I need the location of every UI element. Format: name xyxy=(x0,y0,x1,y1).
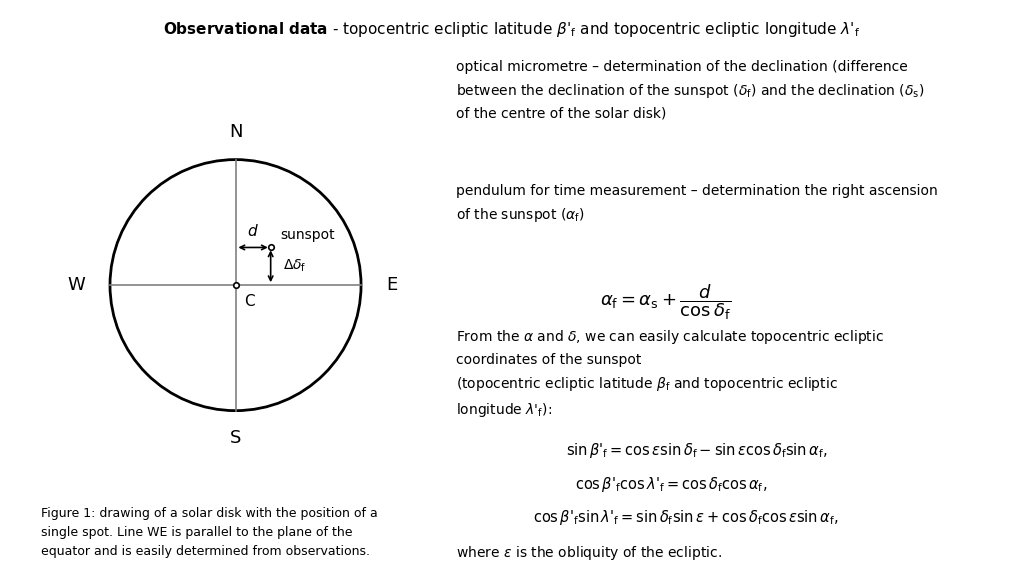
Text: Figure 1: drawing of a solar disk with the position of a
single spot. Line WE is: Figure 1: drawing of a solar disk with t… xyxy=(41,507,378,558)
Text: S: S xyxy=(229,430,242,448)
Text: $\Delta\delta_\mathrm{f}$: $\Delta\delta_\mathrm{f}$ xyxy=(284,258,307,275)
Text: $\sin\beta$'$_\mathrm{f} = \cos\varepsilon\sin\delta_\mathrm{f} - \sin\varepsilo: $\sin\beta$'$_\mathrm{f} = \cos\varepsil… xyxy=(565,441,827,460)
Text: $\alpha_\mathrm{f} = \alpha_\mathrm{s} + \dfrac{d}{\cos\delta_\mathrm{f}}$: $\alpha_\mathrm{f} = \alpha_\mathrm{s} +… xyxy=(600,282,731,322)
Text: C: C xyxy=(245,294,255,309)
Text: $\cos\beta$'$_\mathrm{f}\sin\lambda$'$_\mathrm{f} = \sin\delta_\mathrm{f}\sin\va: $\cos\beta$'$_\mathrm{f}\sin\lambda$'$_\… xyxy=(534,508,839,527)
Text: $d$: $d$ xyxy=(247,223,259,238)
Text: From the $\alpha$ and $\delta$, we can easily calculate topocentric ecliptic
coo: From the $\alpha$ and $\delta$, we can e… xyxy=(456,328,884,419)
Text: where $\varepsilon$ is the obliquity of the ecliptic.: where $\varepsilon$ is the obliquity of … xyxy=(456,544,722,562)
Text: optical micrometre – determination of the declination (difference
between the de: optical micrometre – determination of th… xyxy=(456,60,924,121)
Text: N: N xyxy=(228,123,243,141)
Text: $\mathbf{Observational\ data}$ - topocentric ecliptic latitude $\beta$'$_\mathrm: $\mathbf{Observational\ data}$ - topocen… xyxy=(164,20,860,39)
Text: sunspot: sunspot xyxy=(281,229,335,242)
Text: $\cos\beta$'$_\mathrm{f}\cos\lambda$'$_\mathrm{f} = \cos\delta_\mathrm{f}\cos\al: $\cos\beta$'$_\mathrm{f}\cos\lambda$'$_\… xyxy=(574,475,767,494)
Text: pendulum for time measurement – determination the right ascension
of the sunspot: pendulum for time measurement – determin… xyxy=(456,184,937,224)
Text: E: E xyxy=(386,276,397,294)
Text: W: W xyxy=(68,276,85,294)
